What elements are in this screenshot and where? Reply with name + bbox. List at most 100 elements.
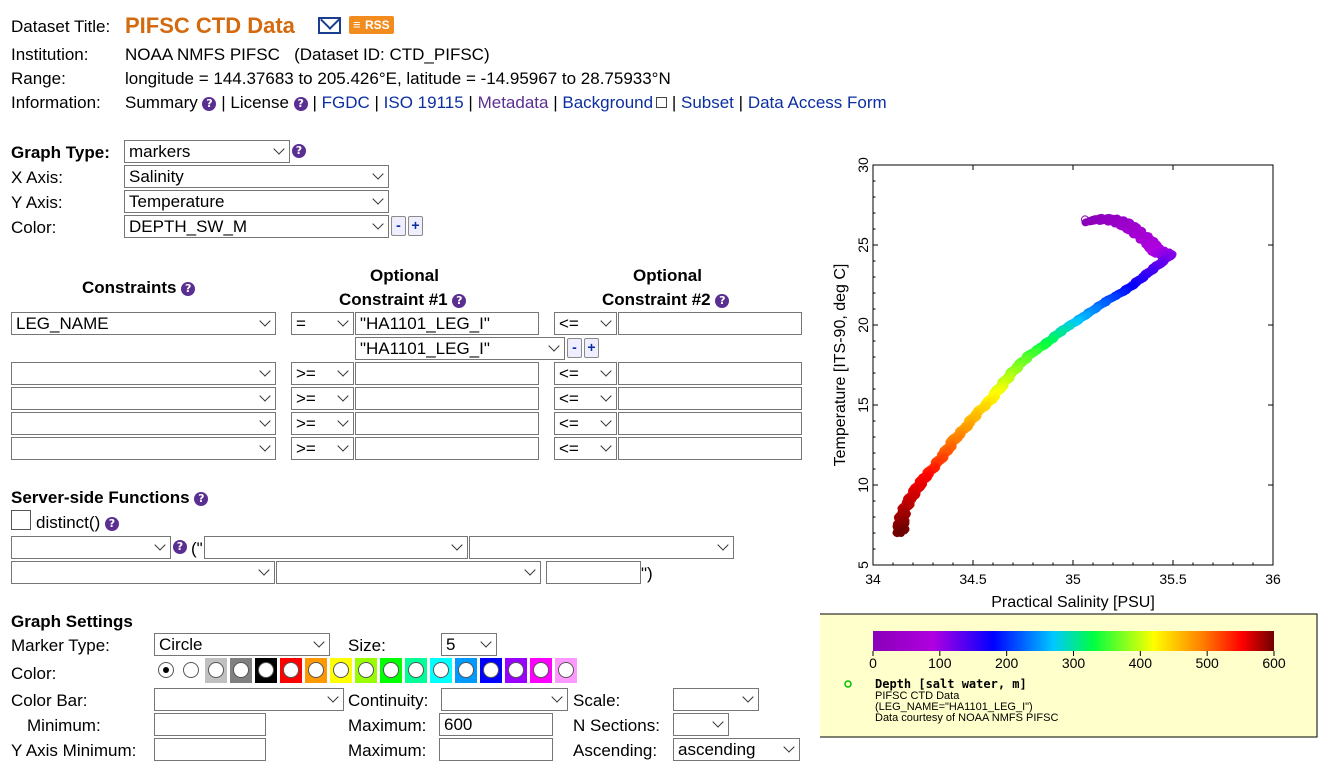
constraint-var-select[interactable]: LEG_NAME xyxy=(11,312,276,335)
x-tick-label: 35 xyxy=(1065,571,1081,587)
radio-icon xyxy=(333,662,349,678)
constraint-op1-select[interactable]: >= xyxy=(291,412,354,435)
constraint-op2-select[interactable]: <= xyxy=(554,312,617,335)
marker-type-label: Marker Type: xyxy=(11,636,110,655)
constraint1-help-icon[interactable]: ? xyxy=(452,294,467,308)
color-swatch[interactable] xyxy=(555,658,577,683)
color-swatch[interactable] xyxy=(255,658,277,683)
continuity-select[interactable] xyxy=(441,688,568,711)
data-point xyxy=(897,529,905,537)
constraint-op2-select[interactable]: <= xyxy=(554,437,617,460)
subset-link[interactable]: Subset xyxy=(680,93,734,112)
color-swatch[interactable] xyxy=(480,658,502,683)
color-swatch[interactable] xyxy=(355,658,377,683)
email-icon[interactable] xyxy=(318,17,341,34)
scale-select[interactable] xyxy=(673,688,759,711)
color-swatch[interactable] xyxy=(380,658,402,683)
distinct-values-select[interactable]: "HA1101_LEG_I" xyxy=(355,337,565,360)
color-swatch[interactable] xyxy=(155,658,177,683)
constraint-val2-input[interactable] xyxy=(618,312,802,335)
constraints-help-icon[interactable]: ? xyxy=(181,282,196,296)
color-swatch[interactable] xyxy=(280,658,302,683)
function-value-input[interactable] xyxy=(546,561,641,584)
metadata-link[interactable]: Metadata xyxy=(477,93,549,112)
n-sections-select[interactable] xyxy=(673,713,729,736)
color-swatch[interactable] xyxy=(180,658,202,683)
distinct-help-icon[interactable]: ? xyxy=(104,517,119,531)
constraint-op1-select[interactable]: >= xyxy=(291,362,354,385)
color-swatch[interactable] xyxy=(230,658,252,683)
radio-icon xyxy=(233,662,249,678)
color-swatch-picker[interactable] xyxy=(155,658,587,683)
summary-help-icon[interactable]: ? xyxy=(202,97,217,111)
license-help-icon[interactable]: ? xyxy=(293,97,308,111)
graph-type-help-icon[interactable]: ? xyxy=(292,144,306,158)
constraint-op2-select[interactable]: <= xyxy=(554,362,617,385)
minimum-input[interactable] xyxy=(154,713,266,736)
ascending-select[interactable]: ascending xyxy=(673,738,800,761)
iso-link[interactable]: ISO 19115 xyxy=(383,93,464,112)
color-swatch[interactable] xyxy=(205,658,227,683)
marker-type-select[interactable]: Circle xyxy=(154,633,330,656)
constraint-val2-input[interactable] xyxy=(618,437,802,460)
color-swatch[interactable] xyxy=(405,658,427,683)
distinct-plus-button[interactable]: + xyxy=(584,338,599,358)
size-select[interactable]: 5 xyxy=(441,633,497,656)
data-access-form-link[interactable]: Data Access Form xyxy=(747,93,887,112)
fgdc-link[interactable]: FGDC xyxy=(321,93,370,112)
constraint-val1-input[interactable]: "HA1101_LEG_I" xyxy=(355,312,539,335)
summary-link[interactable]: Summary xyxy=(125,93,198,112)
constraint-val1-input[interactable] xyxy=(355,437,539,460)
function-arg4-select[interactable] xyxy=(276,561,541,584)
y-axis-label: Y Axis: xyxy=(11,193,63,212)
constraint-var-select[interactable] xyxy=(11,362,276,385)
color-swatch[interactable] xyxy=(505,658,527,683)
rss-icon[interactable]: RSS xyxy=(349,16,394,34)
constraint-val1-input[interactable] xyxy=(355,362,539,385)
color-bar-select[interactable] xyxy=(154,688,344,711)
function-help-icon[interactable]: ? xyxy=(173,540,187,554)
x-axis-select[interactable]: Salinity xyxy=(124,165,389,188)
distinct-minus-button[interactable]: - xyxy=(567,338,582,358)
color-var-minus-button[interactable]: - xyxy=(391,216,406,236)
constraint-val2-input[interactable] xyxy=(618,387,802,410)
y-axis-max-input[interactable] xyxy=(439,738,553,761)
scatter-chart: 34 34.5 35 35.5 36 5 10 15 20 25 30 Practical Sali… xyxy=(820,157,1318,738)
constraints-header: Constraints ? xyxy=(82,278,196,298)
color-swatch[interactable] xyxy=(330,658,352,683)
constraint-val2-input[interactable] xyxy=(618,362,802,385)
constraint-op2-select[interactable]: <= xyxy=(554,412,617,435)
graph-type-select[interactable]: markers xyxy=(124,140,290,163)
constraint-op2-select[interactable]: <= xyxy=(554,387,617,410)
color-var-select[interactable]: DEPTH_SW_M xyxy=(124,215,389,238)
function-arg3-select[interactable] xyxy=(11,561,275,584)
y-axis-min-input[interactable] xyxy=(154,738,266,761)
constraint-op1-select[interactable]: >= xyxy=(291,437,354,460)
constraint-val1-input[interactable] xyxy=(355,412,539,435)
function-select[interactable] xyxy=(11,536,171,559)
function-arg1-select[interactable] xyxy=(204,536,468,559)
constraint-var-select[interactable] xyxy=(11,387,276,410)
constraint-var-select[interactable] xyxy=(11,437,276,460)
color-swatch[interactable] xyxy=(305,658,327,683)
license-link[interactable]: License xyxy=(230,93,289,112)
constraint-var-select[interactable] xyxy=(11,412,276,435)
constraint-val1-input[interactable] xyxy=(355,387,539,410)
constraint-val2-input[interactable] xyxy=(618,412,802,435)
n-sections-label: N Sections: xyxy=(573,716,660,735)
server-functions-help-icon[interactable]: ? xyxy=(194,492,209,506)
radio-icon xyxy=(533,662,549,678)
distinct-checkbox[interactable] xyxy=(11,510,31,530)
institution-value: NOAA NMFS PIFSC (Dataset ID: CTD_PIFSC) xyxy=(125,45,490,64)
constraint-op1-select[interactable]: = xyxy=(291,312,354,335)
color-swatch[interactable] xyxy=(455,658,477,683)
background-link[interactable]: Background xyxy=(562,93,654,112)
color-var-plus-button[interactable]: + xyxy=(408,216,423,236)
maximum-input[interactable]: 600 xyxy=(439,713,553,736)
function-arg2-select[interactable] xyxy=(469,536,734,559)
y-axis-select[interactable]: Temperature xyxy=(124,190,389,213)
constraint2-help-icon[interactable]: ? xyxy=(715,294,730,308)
color-swatch[interactable] xyxy=(530,658,552,683)
color-swatch[interactable] xyxy=(430,658,452,683)
constraint-op1-select[interactable]: >= xyxy=(291,387,354,410)
